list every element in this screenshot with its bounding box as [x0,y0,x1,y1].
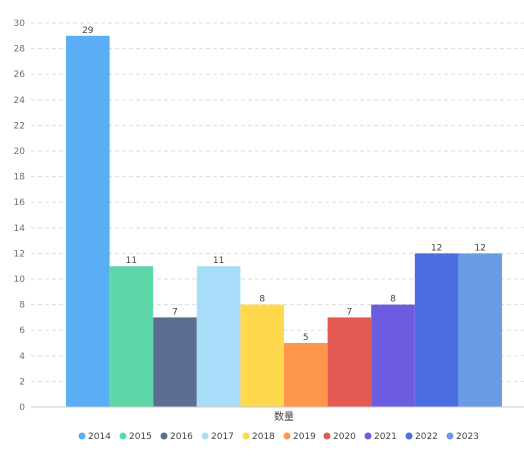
legend-label: 2018 [252,432,275,442]
bar-2019[interactable] [284,343,328,407]
y-tick-label: 6 [19,326,25,336]
legend-label: 2022 [415,432,438,442]
legend-label: 2015 [129,432,152,442]
legend-label: 2017 [211,432,234,442]
y-tick-label: 24 [14,96,26,106]
y-tick-label: 16 [14,198,26,208]
legend-item-2022[interactable]: 2022 [405,432,438,442]
y-tick-label: 20 [14,147,26,157]
bar-2017[interactable] [196,266,241,407]
y-tick-label: 30 [14,19,26,29]
legend-item-2014[interactable]: 2014 [78,432,112,442]
legend-marker [283,432,291,440]
data-label: 8 [259,295,265,305]
legend-item-2023[interactable]: 2023 [446,432,479,442]
y-tick-label: 8 [19,301,25,311]
legend-marker [323,432,331,440]
bar-2022[interactable] [414,253,459,407]
bar-2018[interactable] [240,304,284,407]
legend-marker [119,432,127,440]
data-label: 11 [213,256,224,266]
legend-label: 2014 [88,432,111,442]
data-label: 11 [126,256,137,266]
legend-label: 2019 [293,432,316,442]
x-category-label: 数量 [274,410,294,423]
data-label: 5 [303,333,309,343]
y-tick-label: 4 [19,352,25,362]
legend-label: 2021 [374,432,397,442]
legend-label: 2016 [170,432,193,442]
bar-2021[interactable] [371,304,415,407]
y-tick-label: 0 [19,403,25,413]
y-tick-label: 22 [14,121,25,131]
legend-marker [405,432,413,440]
legend-item-2018[interactable]: 2018 [242,432,276,442]
y-tick-label: 2 [19,377,25,387]
y-tick-label: 28 [14,45,26,55]
legend-marker [446,432,454,440]
bar-2016[interactable] [153,317,197,407]
legend-item-2019[interactable]: 2019 [283,432,317,442]
data-label: 29 [82,26,94,36]
y-tick-label: 10 [14,275,26,285]
legend-item-2017[interactable]: 2017 [201,432,234,442]
legend-marker [201,432,209,440]
data-label: 12 [474,243,485,253]
legend-marker [160,432,168,440]
legend-item-2020[interactable]: 2020 [323,432,357,442]
data-label: 12 [431,243,442,253]
data-labels: 29 11 7 11 8 5 7 8 12 12 [82,26,486,343]
legend-marker [78,432,86,440]
legend-label: 2023 [456,432,479,442]
legend-marker [242,432,250,440]
data-label: 7 [172,307,178,317]
legend-item-2021[interactable]: 2021 [364,432,397,442]
legend-item-2016[interactable]: 2016 [160,432,194,442]
data-label: 8 [390,295,396,305]
bar-2020[interactable] [327,317,372,407]
y-tick-label: 14 [14,224,26,234]
legend[interactable]: 2014 2015 2016 2017 2018 2019 2020 2021 2022 2023 [78,432,479,442]
legend-label: 2020 [333,432,356,442]
legend-item-2015[interactable]: 2015 [119,432,152,442]
bar-2023[interactable] [458,253,502,407]
bars [66,35,502,408]
y-tick-label: 12 [14,249,25,259]
data-label: 7 [347,307,353,317]
y-tick-label: 26 [14,70,26,80]
legend-marker [364,432,372,440]
y-tick-label: 18 [14,173,26,183]
bar-2014[interactable] [66,35,110,408]
bar-2015[interactable] [109,266,154,407]
